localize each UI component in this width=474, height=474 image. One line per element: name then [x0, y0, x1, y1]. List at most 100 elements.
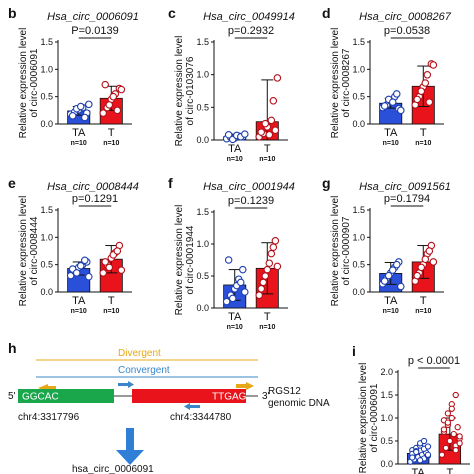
data-point [117, 266, 126, 274]
convergent-label: Convergent [118, 365, 170, 376]
data-point [267, 249, 276, 258]
panel-label-d: d [322, 5, 331, 21]
convergent-primer-left-icon [118, 381, 134, 388]
n-label: n=10 [71, 140, 87, 147]
y-tick-label: 1.0 [196, 70, 209, 80]
p-value-label: p=0.1239 [228, 195, 274, 207]
category-label: TA [384, 127, 398, 139]
y-axis-label: Relative expression levelof circ-0008444 [18, 196, 40, 307]
data-point [393, 90, 401, 98]
data-point [239, 265, 247, 274]
panel-label-b: b [8, 5, 17, 21]
y-axis-label: Relative expression levelof circ-0006091 [18, 28, 40, 139]
data-point [388, 266, 397, 274]
data-point [113, 247, 122, 255]
data-point [413, 95, 421, 104]
chart-panel-f: f Hsa_circ_0001944 Relative expression lev… [168, 175, 295, 331]
y-tick-label: 0.5 [352, 92, 365, 102]
panel-label-c: c [168, 5, 176, 21]
p-value-label: p=0.0538 [384, 25, 430, 37]
category-label: T [108, 127, 115, 139]
n-label: n=10 [103, 140, 119, 147]
y-tick-label: 0.5 [40, 92, 53, 102]
data-point [397, 282, 405, 291]
n-label: n=10 [227, 156, 243, 163]
data-point [397, 106, 405, 115]
y-axis-label-line: Relative expression level [358, 363, 369, 474]
category-label: T [264, 143, 271, 155]
data-point [384, 271, 393, 280]
y-tick-label: 1.0 [380, 413, 393, 423]
data-point [81, 256, 89, 265]
data-point [265, 131, 274, 139]
data-point [273, 262, 282, 271]
p-value-label: P=0.0139 [71, 25, 118, 37]
data-point [380, 277, 389, 285]
data-point [105, 263, 114, 272]
y-tick-label: 1.0 [352, 232, 365, 242]
gene-subtitle: genomic DNA [268, 398, 330, 409]
y-tick-label: 0.0 [352, 287, 365, 297]
circ-schematic-panel: h Divergent Convergent 5' 3' GGCAC TTGAG… [8, 340, 330, 474]
five-prime-label: 5' [8, 391, 16, 402]
data-point [76, 102, 85, 111]
exon-right [132, 389, 246, 403]
data-point [454, 424, 461, 431]
data-point [257, 285, 265, 293]
data-point [241, 130, 249, 138]
y-axis-label-line: Relative expression level [330, 196, 341, 307]
data-point [259, 278, 267, 287]
y-tick-label: 1.0 [40, 64, 53, 74]
y-axis-label-line: of circ-0103076 [185, 56, 196, 125]
data-point [380, 102, 389, 110]
data-point [456, 433, 463, 440]
data-point [444, 419, 452, 426]
panel-label-i: i [352, 343, 356, 359]
data-point [267, 116, 276, 125]
n-label: n=10 [259, 324, 275, 331]
category-label: T [446, 467, 453, 474]
data-point [105, 101, 114, 109]
y-tick-label: 0.0 [380, 459, 393, 469]
data-point [425, 98, 434, 106]
data-point [271, 126, 280, 134]
n-label: n=10 [415, 140, 431, 147]
panel-label-g: g [322, 175, 331, 191]
data-point [409, 454, 416, 461]
data-point [271, 237, 280, 245]
n-label: n=10 [415, 308, 431, 315]
category-label: TA [72, 295, 86, 307]
data-point [442, 444, 450, 452]
y-tick-label: 1.5 [40, 205, 53, 215]
y-tick-label: 1.5 [196, 37, 209, 47]
y-axis-label: Relative expression levelof circ-0000907 [330, 196, 352, 307]
data-point [76, 262, 85, 270]
data-point [413, 271, 421, 280]
y-axis-label: Relative expression levelof circ-0006091 [358, 363, 380, 474]
y-axis-label-line: Relative expression level [18, 28, 29, 139]
y-tick-label: 1.5 [40, 37, 53, 47]
data-point [429, 61, 438, 69]
y-axis-label: Relative expression levelof circ-0103076 [174, 36, 196, 147]
category-label: T [264, 311, 271, 323]
y-axis-label-line: Relative expression level [330, 28, 341, 139]
y-tick-label: 0.5 [380, 436, 393, 446]
n-label: n=10 [71, 308, 87, 315]
y-axis-label-line: of circ-0001944 [185, 225, 196, 294]
data-point [101, 258, 109, 266]
n-label: n=10 [383, 308, 399, 315]
data-point [68, 112, 77, 120]
data-point [452, 447, 459, 454]
y-tick-label: 0.0 [40, 287, 53, 297]
n-label: n=10 [383, 140, 399, 147]
data-point [444, 410, 452, 417]
data-point [416, 457, 424, 464]
y-axis-label-line: of circ-0006091 [369, 383, 380, 452]
y-tick-label: 1.5 [352, 205, 365, 215]
data-point [448, 405, 455, 412]
y-tick-label: 1.0 [196, 239, 209, 249]
y-axis-label-line: Relative expression level [174, 36, 185, 147]
data-point [438, 451, 446, 458]
y-tick-label: 1.0 [40, 232, 53, 242]
